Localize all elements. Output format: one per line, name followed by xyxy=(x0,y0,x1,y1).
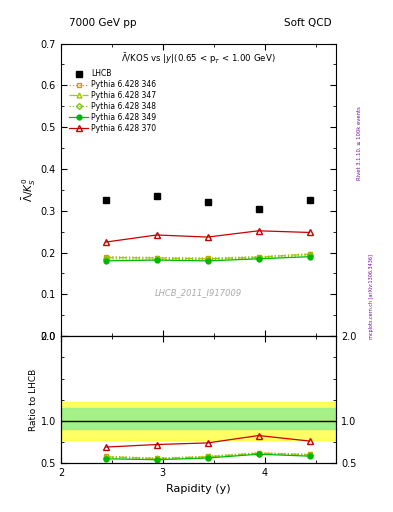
Pythia 6.428 346 xyxy=(307,251,312,257)
LHCB xyxy=(103,197,108,203)
Line: Pythia 6.428 349: Pythia 6.428 349 xyxy=(103,254,312,263)
Text: mcplots.cern.ch [arXiv:1306.3436]: mcplots.cern.ch [arXiv:1306.3436] xyxy=(369,254,374,339)
Bar xyxy=(61,402,336,440)
Text: $\bar{\Lambda}$/KOS vs $|y|$(0.65 < p$_T$ < 1.00 GeV): $\bar{\Lambda}$/KOS vs $|y|$(0.65 < p$_T… xyxy=(121,51,276,66)
Line: LHCB: LHCB xyxy=(102,193,313,212)
Pythia 6.428 349 xyxy=(154,257,159,263)
Line: Pythia 6.428 370: Pythia 6.428 370 xyxy=(103,228,312,245)
LHCB xyxy=(154,193,159,199)
Pythia 6.428 348 xyxy=(103,255,108,262)
Pythia 6.428 347 xyxy=(307,251,312,257)
Pythia 6.428 347 xyxy=(103,254,108,261)
Bar xyxy=(61,408,336,430)
Line: Pythia 6.428 348: Pythia 6.428 348 xyxy=(104,253,312,262)
Text: Rivet 3.1.10, ≥ 100k events: Rivet 3.1.10, ≥ 100k events xyxy=(357,106,362,180)
Legend: LHCB, Pythia 6.428 346, Pythia 6.428 347, Pythia 6.428 348, Pythia 6.428 349, Py: LHCB, Pythia 6.428 346, Pythia 6.428 347… xyxy=(68,68,158,135)
LHCB xyxy=(205,199,210,205)
Line: Pythia 6.428 347: Pythia 6.428 347 xyxy=(103,252,312,261)
Pythia 6.428 349 xyxy=(307,253,312,260)
LHCB xyxy=(256,205,261,211)
Text: LHCB_2011_I917009: LHCB_2011_I917009 xyxy=(155,288,242,297)
Pythia 6.428 346 xyxy=(103,253,108,260)
Pythia 6.428 349 xyxy=(256,255,261,262)
Pythia 6.428 370 xyxy=(154,232,159,238)
Text: 7000 GeV pp: 7000 GeV pp xyxy=(69,18,136,28)
Pythia 6.428 348 xyxy=(256,255,261,261)
X-axis label: Rapidity (y): Rapidity (y) xyxy=(166,484,231,494)
Y-axis label: $\bar{\Lambda}/K^0_S$: $\bar{\Lambda}/K^0_S$ xyxy=(21,178,38,202)
Line: Pythia 6.428 346: Pythia 6.428 346 xyxy=(103,251,312,261)
Text: Soft QCD: Soft QCD xyxy=(285,18,332,28)
Pythia 6.428 347 xyxy=(256,254,261,260)
Pythia 6.428 348 xyxy=(307,252,312,259)
Pythia 6.428 349 xyxy=(103,258,108,264)
Pythia 6.428 370 xyxy=(205,234,210,240)
LHCB xyxy=(307,197,312,203)
Pythia 6.428 346 xyxy=(205,255,210,261)
Pythia 6.428 346 xyxy=(154,254,159,261)
Pythia 6.428 370 xyxy=(103,239,108,245)
Pythia 6.428 349 xyxy=(205,258,210,264)
Pythia 6.428 348 xyxy=(205,257,210,263)
Pythia 6.428 347 xyxy=(154,255,159,261)
Pythia 6.428 370 xyxy=(256,228,261,234)
Pythia 6.428 348 xyxy=(154,256,159,262)
Pythia 6.428 346 xyxy=(256,253,261,260)
Pythia 6.428 347 xyxy=(205,255,210,262)
Y-axis label: Ratio to LHCB: Ratio to LHCB xyxy=(29,369,38,431)
Pythia 6.428 370 xyxy=(307,229,312,236)
